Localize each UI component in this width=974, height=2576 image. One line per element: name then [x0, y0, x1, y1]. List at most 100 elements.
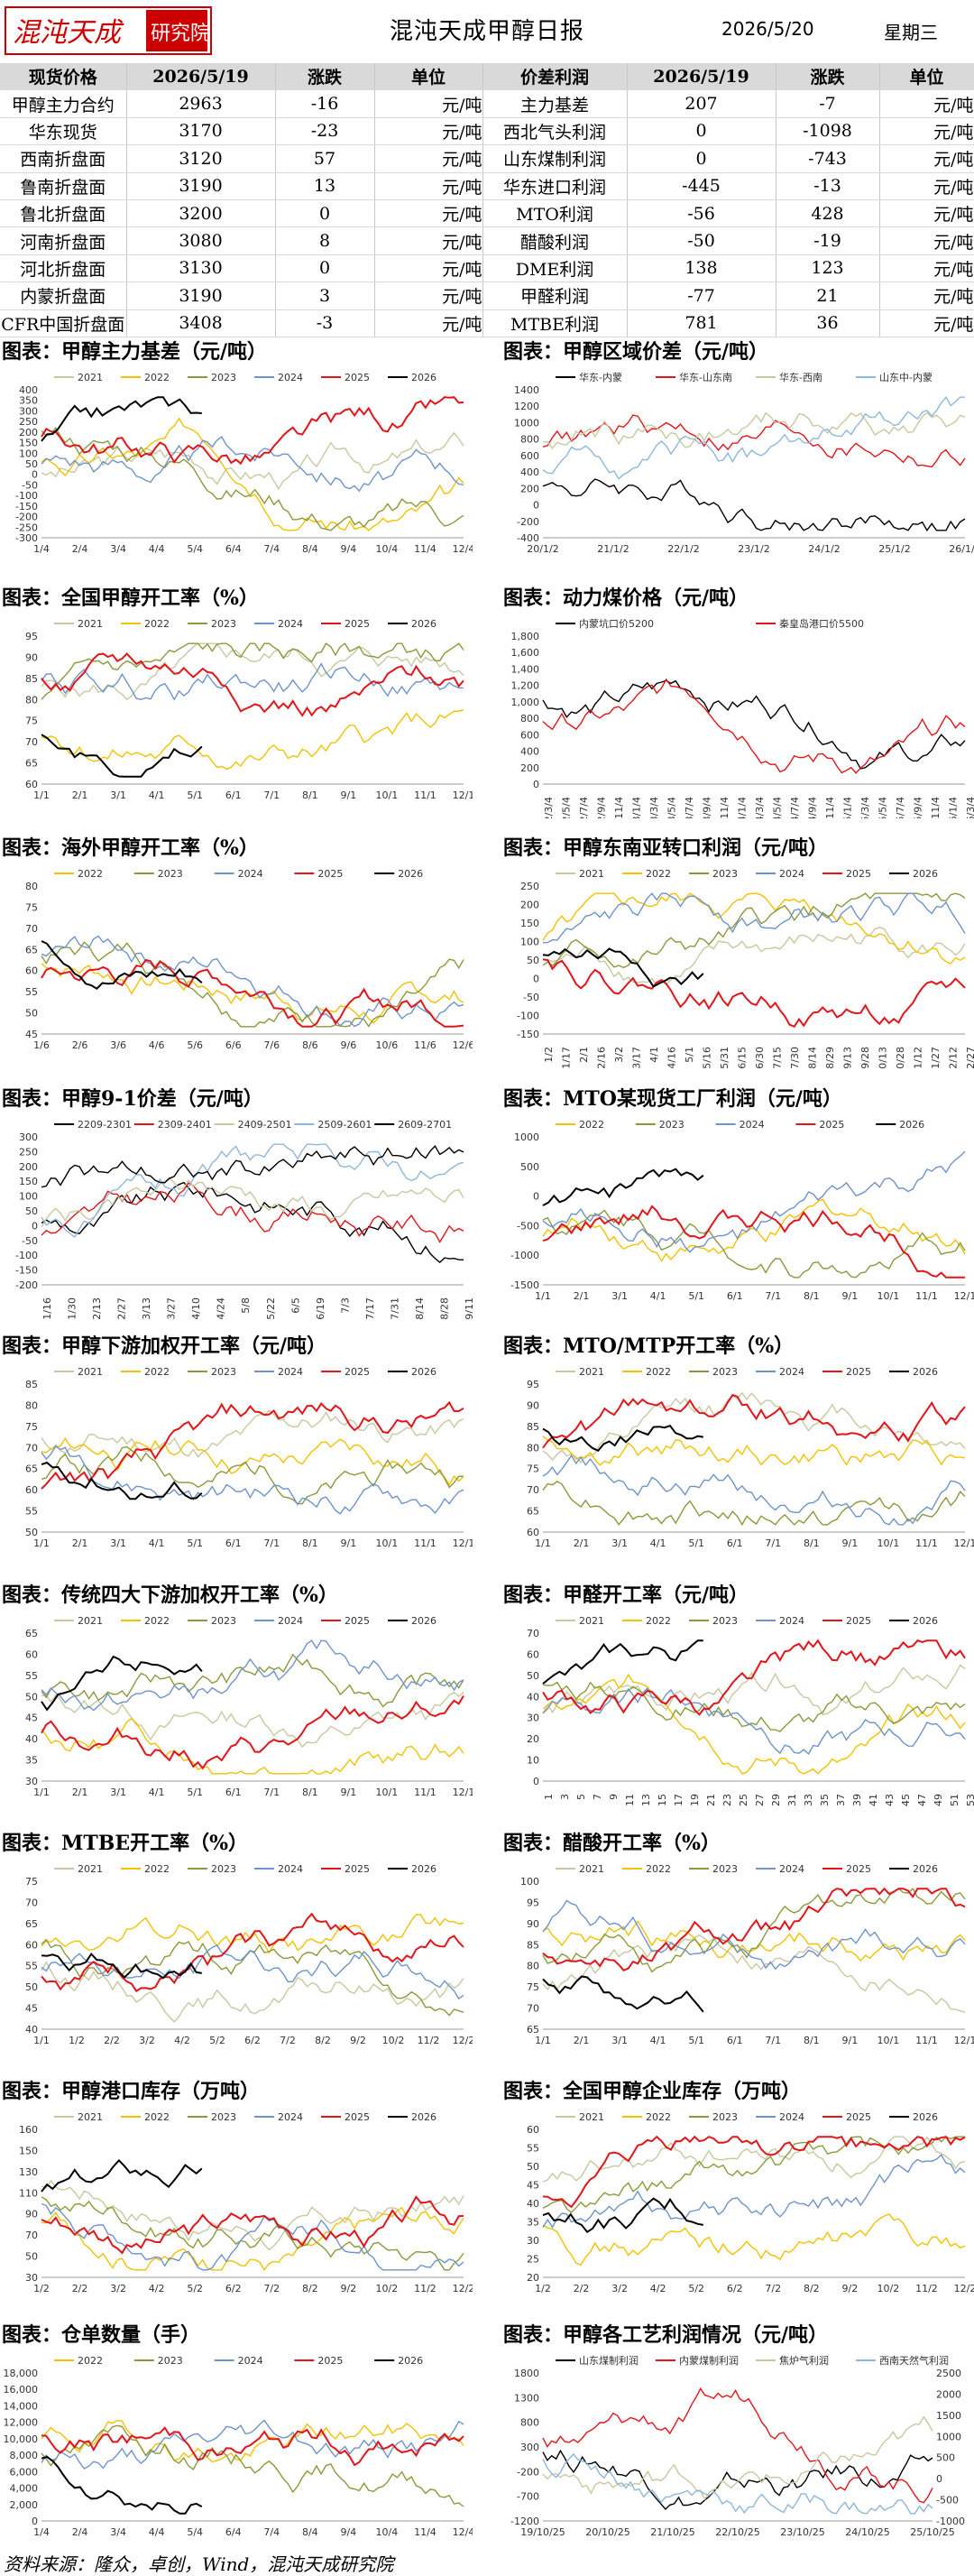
- y-tick-label: 10,000: [4, 2433, 39, 2445]
- series-line-2024: [41, 935, 464, 1028]
- x-tick-label: 11/12: [913, 1047, 924, 1068]
- table-cell: 甲醛利润: [482, 282, 628, 310]
- x-tick-label: 4/1: [650, 1537, 666, 1549]
- table-cell: 元/吨: [374, 172, 483, 200]
- x-tick-label: 12/1: [453, 1787, 473, 1798]
- x-tick-label: 11/1: [414, 789, 436, 801]
- legend-label: 西南天然气利润: [879, 2354, 949, 2367]
- y-tick-label: 50: [25, 1527, 38, 1538]
- series-line-2021: [542, 1664, 966, 1715]
- y-tick-label: 300: [19, 405, 38, 417]
- series-line-2026: [542, 1425, 703, 1453]
- series-line-2023: [41, 1653, 464, 1708]
- series-line-2022: [542, 1198, 966, 1262]
- legend-label: 2026: [398, 2355, 423, 2367]
- y-tick-label: 65: [25, 944, 38, 956]
- legend-label: 2026: [411, 2111, 436, 2123]
- y-tick-label: 60: [25, 1484, 38, 1496]
- y-tick-label: 400: [520, 746, 539, 758]
- chart-title: 图表：甲醇各工艺利润情况（元/吨）: [503, 2323, 829, 2347]
- legend-label: 2025: [345, 372, 370, 383]
- y-tick-label: -1500: [510, 1279, 539, 1291]
- y-tick-label: -1200: [510, 2516, 539, 2527]
- x-tick-label: 2/2: [72, 2283, 88, 2294]
- y-tick-label: 12,000: [4, 2417, 39, 2429]
- x-tick-label: 2/6: [72, 1039, 88, 1051]
- y-tick-label: 0: [533, 500, 539, 512]
- table-cell: 华东现货: [0, 117, 127, 146]
- series-line-2024: [542, 1150, 966, 1253]
- x-tick-label: 49: [933, 1794, 944, 1806]
- x-tick-label: 25: [738, 1794, 749, 1806]
- y-tick-label: 150: [520, 918, 539, 929]
- x-tick-label: 2/1: [574, 1537, 590, 1549]
- series-line-山东中-内蒙: [542, 395, 965, 480]
- table-cell: -445: [627, 172, 776, 200]
- y-tick-label: 80: [25, 881, 38, 892]
- x-tick-label: 6/1: [225, 1787, 242, 1798]
- x-tick-label: 5/1: [187, 1537, 203, 1549]
- y-tick-label: 800: [520, 713, 539, 725]
- x-tick-label: 7/3: [339, 1297, 351, 1314]
- legend-label: 2026: [411, 1615, 436, 1627]
- x-tick-label: 1/16: [41, 1297, 53, 1319]
- chart-title: 图表：甲醇9-1价差（元/吨）: [2, 1087, 263, 1111]
- y-tick-label: 130: [19, 2166, 38, 2178]
- x-tick-label: 17: [673, 1794, 685, 1806]
- x-tick-label: 8/4: [302, 2526, 318, 2538]
- y-tick-label: -150: [517, 1029, 539, 1040]
- y-tick-label: 95: [527, 1897, 539, 1908]
- chart-c4: 内蒙坑口价5200 秦皇岛港口价5500 1,800 1,600 1,400 1,200 1…: [511, 617, 974, 818]
- x-tick-label: 4/1: [650, 2035, 666, 2046]
- series-line-2025: [41, 2426, 464, 2467]
- x-tick-label: 11/2: [418, 2035, 440, 2046]
- x-tick-label: 5/2: [209, 2035, 225, 2046]
- y-tick-label: 2,000: [10, 2499, 39, 2511]
- legend-label: 2023: [712, 1366, 738, 1378]
- table-cell: -23: [275, 117, 375, 146]
- table-cell: 123: [776, 254, 880, 283]
- x-tick-label: 10/13: [878, 1047, 889, 1068]
- series-line-2022: [542, 892, 966, 965]
- table-cell: 0: [275, 254, 375, 283]
- x-tick-label: 1/1: [535, 1290, 551, 1302]
- chart-c2: 华东-内蒙 华东-山东南 华东-西南 山东中-内蒙 1400 1200 1000 800 600…: [514, 371, 974, 555]
- y-tick-label: 50: [527, 2161, 539, 2173]
- table-cell: 3120: [126, 144, 276, 173]
- y-tick-label: 70: [25, 736, 38, 748]
- series-line-2023: [41, 427, 464, 531]
- x-tick-label: 22/11/4: [613, 797, 625, 818]
- x-tick-label: 4/4: [149, 2526, 165, 2538]
- x-tick-label: 4/1: [650, 1290, 666, 1302]
- x-tick-label: 12/2: [453, 2035, 473, 2046]
- x-tick-label: 23/11/4: [719, 797, 730, 818]
- legend-label: 2022: [646, 2111, 671, 2123]
- table-cell: 元/吨: [879, 172, 974, 200]
- x-tick-label: 6/19: [315, 1297, 326, 1319]
- series-line-2509-2601: [41, 1143, 464, 1239]
- chart-c16: 2021 2022 2023 2024 2025 2026 60 55 50 45 40 35 30 25…: [527, 2111, 974, 2294]
- x-tick-label: 6/6: [225, 1039, 242, 1051]
- legend-label: 2024: [779, 1366, 804, 1378]
- x-tick-label: 10/1: [878, 1290, 900, 1302]
- series-line-2021: [542, 1391, 966, 1464]
- table-row: 甲醇主力合约 2963 -16 元/吨 主力基差 207 -7 元/吨: [0, 89, 974, 118]
- x-tick-label: 6/2: [225, 2283, 242, 2294]
- series-line-2023: [41, 2196, 464, 2271]
- table-header-cell: 2026/5/19: [126, 63, 276, 91]
- x-tick-label: 25/11/4: [930, 797, 942, 818]
- y-tick-label: 200: [520, 483, 539, 494]
- y-tick-label: 200: [19, 427, 38, 439]
- x-tick-label: 37: [835, 1794, 847, 1806]
- chart-title: 图表：传统四大下游加权开工率（%）: [2, 1583, 338, 1607]
- y-tick-label: 1400: [514, 384, 539, 396]
- x-tick-label: 5/6: [187, 1039, 203, 1051]
- x-tick-label: 23/10/25: [780, 2526, 824, 2538]
- y-tick-label: 1,200: [511, 680, 540, 692]
- x-tick-label: 5/31: [719, 1047, 730, 1068]
- x-tick-label: 2/1: [72, 1787, 88, 1798]
- table-cell: 醋酸利润: [482, 226, 628, 255]
- table-cell: 3190: [126, 172, 276, 200]
- y-tick-label: 90: [25, 651, 38, 663]
- x-tick-label: 23/5/4: [666, 797, 678, 818]
